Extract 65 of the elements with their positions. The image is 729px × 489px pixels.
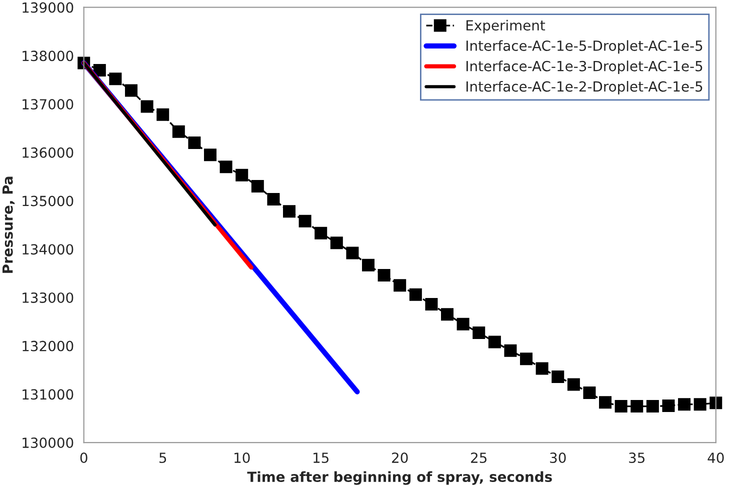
y-tick-label: 136000 [22, 147, 74, 158]
y-tick-label: 138000 [22, 50, 74, 62]
point [646, 400, 659, 413]
x-tick-label: 35 [629, 452, 644, 464]
y-tick-label: 137000 [22, 99, 74, 110]
point [172, 125, 185, 138]
legend-label: Experiment [466, 20, 546, 34]
y-tick-label: 131000 [22, 389, 74, 400]
x-tick-label: 15 [314, 452, 328, 464]
x-axis-title: Time after beginning of spray, seconds [247, 471, 552, 485]
point [504, 344, 517, 357]
point [425, 298, 438, 310]
point [362, 258, 375, 272]
x-tick-label: 25 [471, 452, 486, 464]
point [614, 400, 628, 413]
point [267, 193, 280, 206]
point [394, 279, 406, 292]
point [488, 336, 501, 348]
point [346, 246, 359, 260]
point [409, 288, 422, 301]
point [662, 400, 675, 412]
point [583, 386, 596, 399]
point [552, 370, 564, 384]
legend-label: Interface-AC-1e-3-Droplet-AC-1e-5 [466, 60, 702, 74]
x-tick-label: 10 [234, 452, 250, 464]
point [536, 362, 548, 375]
point [472, 326, 486, 340]
x-tick-label: 20 [392, 452, 408, 464]
x-tick-label: 40 [708, 452, 724, 464]
point [678, 398, 691, 411]
point [283, 205, 296, 218]
point [140, 100, 154, 113]
y-tick-label: 135000 [22, 196, 74, 206]
point [567, 378, 580, 391]
point [93, 64, 106, 76]
x-tick-label: 30 [550, 452, 566, 464]
x-tick-label: 5 [159, 452, 166, 464]
y-tick-label: 139000 [22, 2, 74, 13]
point [456, 318, 470, 330]
y-tick-label: 132000 [22, 340, 74, 352]
y-tick-label: 133000 [22, 292, 74, 303]
point [630, 400, 644, 413]
point [251, 180, 264, 193]
x-tick-label: 0 [80, 452, 88, 464]
point [599, 396, 612, 409]
y-tick-label: 134000 [22, 244, 74, 255]
point [124, 84, 138, 97]
point [710, 396, 722, 410]
y-axis-title: Pressure, Pa [2, 176, 15, 273]
point [314, 226, 328, 240]
point [204, 148, 216, 162]
point [298, 214, 312, 228]
point [330, 236, 343, 250]
point [441, 308, 454, 321]
legend-label: Interface-AC-1e-2-Droplet-AC-1e-5 [466, 80, 702, 94]
point [694, 398, 706, 411]
point [378, 268, 390, 282]
point [520, 352, 533, 366]
point [188, 136, 201, 149]
y-tick-label: 130000 [22, 438, 74, 448]
point [109, 72, 122, 86]
point [156, 108, 170, 121]
point [220, 160, 232, 174]
legend-label: Interface-AC-1e-5-Droplet-AC-1e-5 [466, 40, 702, 54]
point [236, 168, 248, 182]
